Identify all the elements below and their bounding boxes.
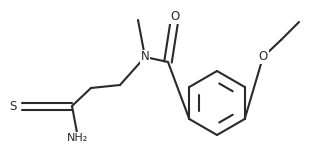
Text: N: N — [141, 51, 149, 63]
Text: O: O — [258, 51, 268, 63]
Text: O: O — [170, 11, 179, 24]
Text: S: S — [10, 100, 17, 113]
Text: NH₂: NH₂ — [67, 133, 89, 143]
